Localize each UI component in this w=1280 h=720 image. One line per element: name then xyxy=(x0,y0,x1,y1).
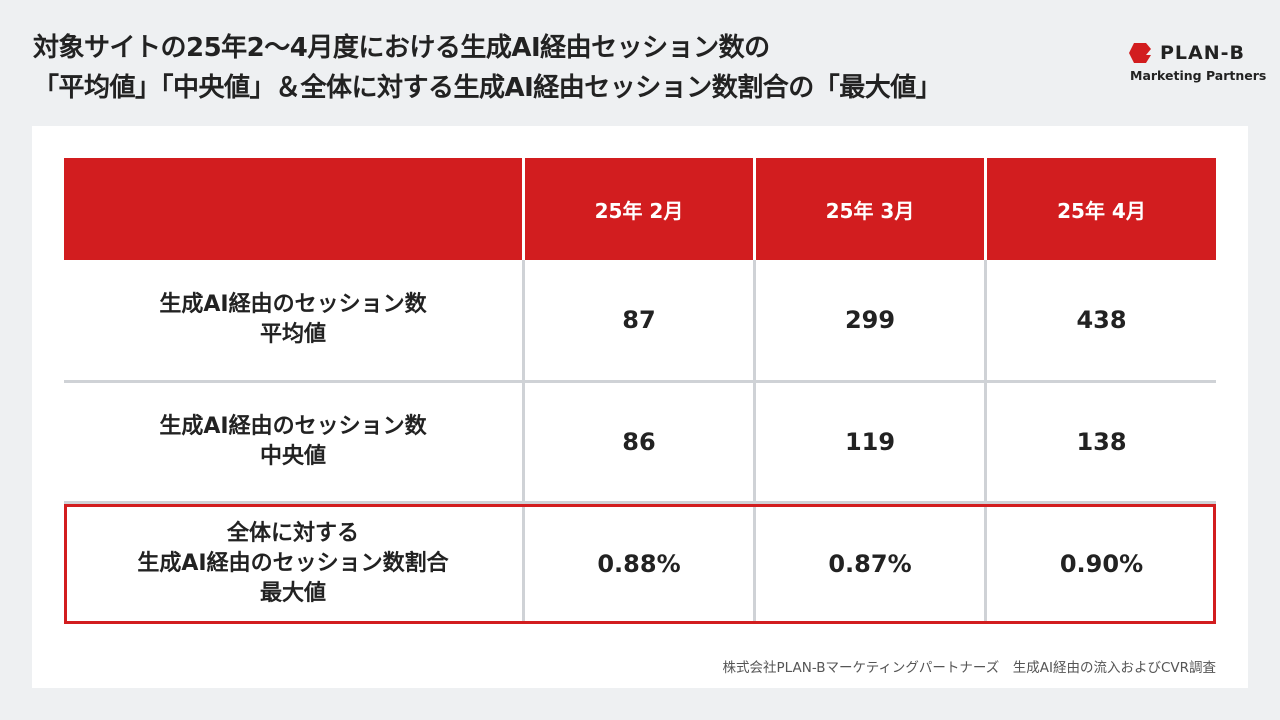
header-cell-feb: 25年 2月 xyxy=(525,158,753,260)
row-label-line: 平均値 xyxy=(259,322,326,347)
table-cell-average-mar: 299 xyxy=(844,306,896,334)
header-cell-mar: 25年 3月 xyxy=(756,158,984,260)
table-row-label-median: 生成AI経由のセッション数 中央値 xyxy=(64,383,522,501)
column-divider xyxy=(753,260,756,624)
row-divider xyxy=(64,501,1216,504)
plan-b-logo-icon xyxy=(1129,43,1151,63)
logo-name: PLAN-B xyxy=(1160,42,1246,64)
table-cell-median-feb: 86 xyxy=(622,428,656,456)
table-cell-median-apr: 138 xyxy=(1076,428,1127,456)
title-line-1: 対象サイトの25年2〜4月度における生成AI経由セッション数の xyxy=(33,33,770,63)
content-card: 25年 2月 25年 3月 25年 4月 生成AI経由のセッション数 平均値 8… xyxy=(32,126,1248,688)
column-divider xyxy=(984,260,987,624)
table-cell-average-apr: 438 xyxy=(1076,306,1127,334)
table-cell-median-mar: 119 xyxy=(844,428,896,456)
logo-subtitle: Marketing Partners xyxy=(1130,68,1267,83)
row-label-line: 全体に対する xyxy=(226,521,359,546)
table-cell-max-ratio-feb: 0.88% xyxy=(597,550,681,578)
stats-table: 25年 2月 25年 3月 25年 4月 生成AI経由のセッション数 平均値 8… xyxy=(64,158,1216,624)
title-line-2: 「平均値」「中央値」＆全体に対する生成AI経由セッション数割合の「最大値」 xyxy=(33,73,942,103)
source-footnote: 株式会社PLAN-Bマーケティングパートナーズ 生成AI経由の流入およびCVR調… xyxy=(722,660,1216,676)
table-cell-max-ratio-mar: 0.87% xyxy=(828,550,912,578)
row-label-line: 生成AI経由のセッション数割合 xyxy=(137,551,449,576)
slide-title: 対象サイトの25年2〜4月度における生成AI経由セッション数の 「平均値」「中央… xyxy=(33,28,1033,108)
column-divider xyxy=(522,260,525,624)
row-divider xyxy=(64,380,1216,383)
highlight-frame xyxy=(64,504,1216,624)
company-logo: PLAN-B Marketing Partners xyxy=(1128,40,1266,90)
row-label-line: 生成AI経由のセッション数 xyxy=(159,414,427,439)
table-cell-max-ratio-apr: 0.90% xyxy=(1059,550,1144,578)
row-label-line: 最大値 xyxy=(259,581,326,606)
header-cell-empty xyxy=(64,158,522,260)
header-cell-apr: 25年 4月 xyxy=(987,158,1216,260)
table-row-label-max-ratio: 全体に対する 生成AI経由のセッション数割合 最大値 xyxy=(64,504,522,624)
row-label-line: 中央値 xyxy=(259,444,326,469)
table-cell-average-feb: 87 xyxy=(622,306,656,334)
table-row-label-average: 生成AI経由のセッション数 平均値 xyxy=(64,260,522,380)
table-header-row: 25年 2月 25年 3月 25年 4月 xyxy=(64,158,1216,260)
row-label-line: 生成AI経由のセッション数 xyxy=(159,292,427,317)
